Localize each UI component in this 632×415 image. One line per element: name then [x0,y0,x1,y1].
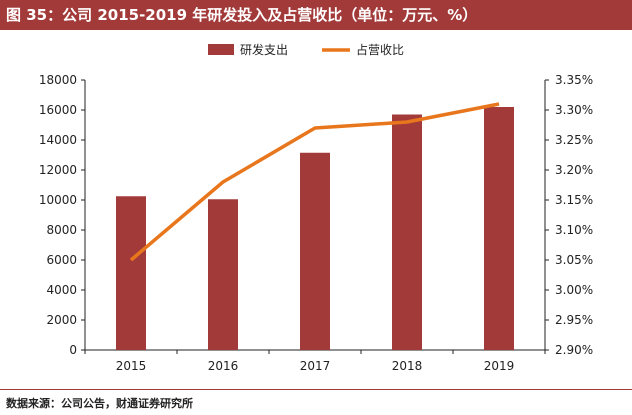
chart-canvas: 0 2000 4000 6000 8000 10000 12000 14000 16000 180… [39,42,593,373]
bar-2016 [208,199,238,350]
right-y-tick-label: 3.15% [555,193,593,207]
bar-2018 [392,114,422,350]
left-y-tick-label: 8000 [46,223,77,237]
left-y-tick-label: 4000 [46,283,77,297]
left-y-tick-label: 10000 [39,193,77,207]
bar-2015 [116,196,146,350]
chart-title: 图 35：公司 2015-2019 年研发投入及占营收比（单位：万元、%） [0,0,632,30]
right-y-tick-label: 3.05% [555,253,593,267]
right-y-tick-label: 3.25% [555,133,593,147]
left-y-tick-label: 16000 [39,103,77,117]
bar-2017 [300,152,330,350]
x-tick-label: 2017 [300,359,331,373]
left-y-tick-label: 0 [69,343,77,357]
left-y-tick-label: 18000 [39,73,77,87]
x-tick-label: 2018 [392,359,423,373]
source-note: 数据来源：公司公告，财通证券研究所 [6,397,193,410]
legend-swatch-bar [208,44,234,55]
left-y-tick-label: 12000 [39,163,77,177]
right-y-tick-label: 2.95% [555,313,593,327]
legend-label-bar: 研发支出 [240,42,288,57]
right-y-tick-label: 3.10% [555,223,593,237]
right-y-tick-label: 2.90% [555,343,593,357]
right-y-tick-label: 3.35% [555,73,593,87]
bar-2019 [484,107,514,350]
left-y-tick-label: 6000 [46,253,77,267]
left-y-tick-label: 2000 [46,313,77,327]
x-tick-label: 2016 [208,359,239,373]
legend-label-line: 占营收比 [356,42,404,57]
footer-divider [0,389,632,390]
right-y-tick-label: 3.00% [555,283,593,297]
right-y-tick-label: 3.20% [555,163,593,177]
x-tick-label: 2015 [116,359,147,373]
x-tick-label: 2019 [484,359,515,373]
left-y-tick-label: 14000 [39,133,77,147]
right-y-tick-label: 3.30% [555,103,593,117]
